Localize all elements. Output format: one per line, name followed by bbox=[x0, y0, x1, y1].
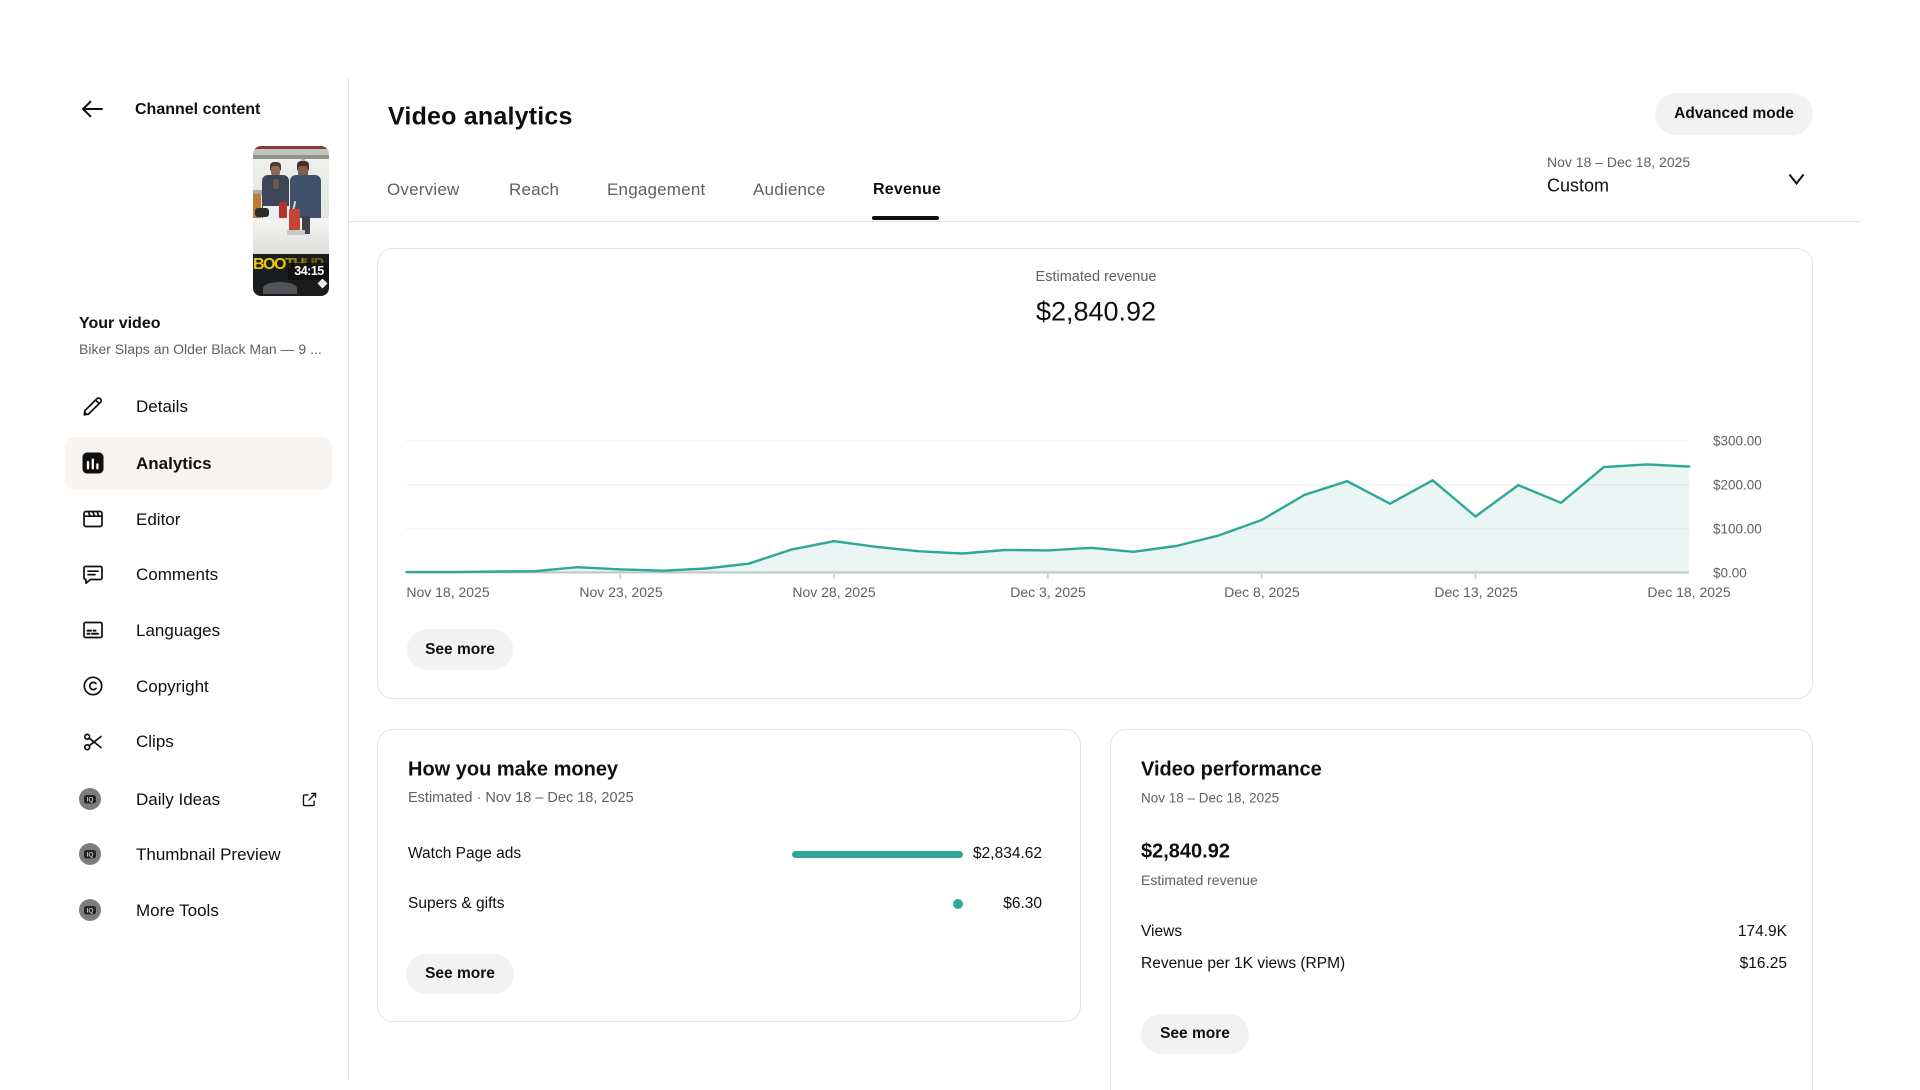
svg-text:IQ: IQ bbox=[87, 797, 94, 804]
svg-text:IQ: IQ bbox=[87, 852, 94, 859]
svg-text:IQ: IQ bbox=[87, 908, 94, 915]
